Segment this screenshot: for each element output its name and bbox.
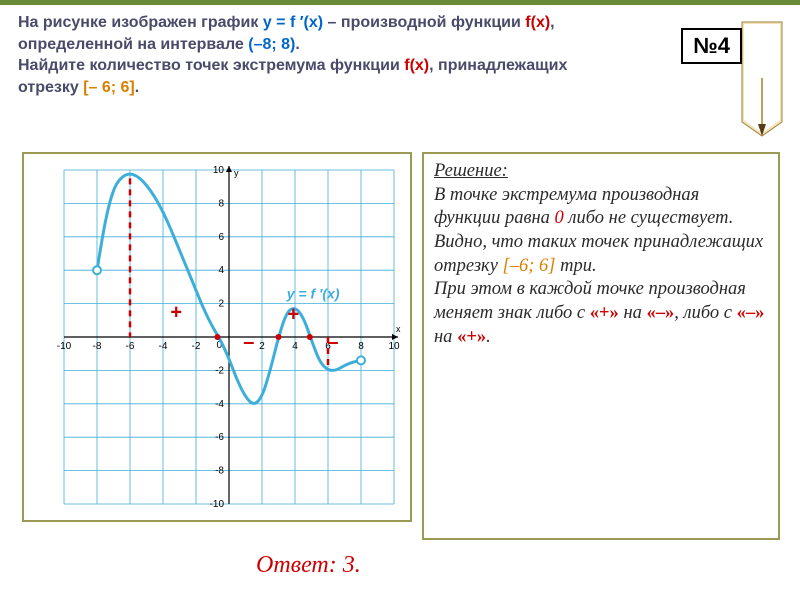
svg-text:2: 2 [259, 341, 265, 352]
svg-text:4: 4 [292, 341, 298, 352]
page-top-border [0, 0, 800, 5]
svg-text:10: 10 [213, 165, 225, 176]
solution-sign: «+» [590, 303, 619, 323]
solution-sign: «–» [647, 303, 675, 323]
svg-text:–: – [327, 332, 338, 354]
answer-text: Ответ: 3. [256, 552, 361, 579]
svg-text:10: 10 [388, 341, 400, 352]
solution-text: , либо с [674, 303, 736, 323]
solution-title: Решение: [434, 161, 508, 181]
svg-text:x: x [396, 324, 401, 334]
svg-text:-8: -8 [93, 341, 102, 352]
svg-text:-2: -2 [192, 341, 201, 352]
svg-text:–: – [243, 332, 254, 354]
solution-text: на [434, 327, 457, 347]
svg-text:+: + [170, 302, 182, 324]
svg-text:-10: -10 [57, 341, 72, 352]
solution-text: на [619, 303, 647, 323]
svg-text:-6: -6 [215, 432, 224, 443]
problem-part: Найдите количество точек экстремума функ… [18, 57, 404, 74]
derivative-chart: -10-8-6-4-2246810-10-8-6-4-2246810xy0+–+… [24, 154, 414, 524]
svg-text:6: 6 [218, 232, 224, 243]
solution-text: . [486, 327, 491, 347]
solution-zero: 0 [555, 208, 564, 228]
solution-text: три. [555, 256, 596, 276]
problem-eq: y = f ′(x) [263, 14, 323, 31]
chart-panel: -10-8-6-4-2246810-10-8-6-4-2246810xy0+–+… [22, 152, 412, 522]
svg-text:y = f ′(x): y = f ′(x) [286, 286, 340, 302]
problem-fx: f(x) [525, 14, 550, 31]
problem-number-badge: №4 [681, 28, 742, 64]
problem-part: На рисунке изображен график [18, 14, 263, 31]
solution-panel: Решение: В точке экстремума производная … [422, 152, 780, 540]
svg-text:4: 4 [218, 265, 224, 276]
problem-statement: На рисунке изображен график y = f ′(x) –… [18, 12, 578, 98]
svg-text:-2: -2 [215, 365, 224, 376]
pen-decoration-icon [734, 18, 790, 138]
svg-text:8: 8 [358, 341, 364, 352]
solution-sign: «–» [737, 303, 765, 323]
svg-text:-8: -8 [215, 466, 224, 477]
problem-interval: [– 6; 6] [83, 79, 135, 96]
solution-text: либо не существует. [564, 208, 734, 228]
svg-text:8: 8 [218, 198, 224, 209]
svg-text:-4: -4 [215, 399, 224, 410]
solution-sign: «+» [457, 327, 486, 347]
svg-text:+: + [288, 303, 300, 325]
problem-fx: f(x) [404, 57, 429, 74]
problem-interval: (–8; 8) [248, 36, 295, 53]
svg-text:-10: -10 [210, 499, 225, 510]
svg-text:-4: -4 [159, 341, 168, 352]
problem-part: . [135, 79, 139, 96]
svg-text:2: 2 [218, 299, 224, 310]
solution-text: Видно, что таких точек принадлежащих отр… [434, 232, 763, 276]
solution-interval: [–6; 6] [503, 256, 556, 276]
problem-part: . [295, 36, 299, 53]
svg-text:y: y [234, 168, 239, 178]
svg-text:-6: -6 [126, 341, 135, 352]
problem-part: – производной функции [323, 14, 525, 31]
